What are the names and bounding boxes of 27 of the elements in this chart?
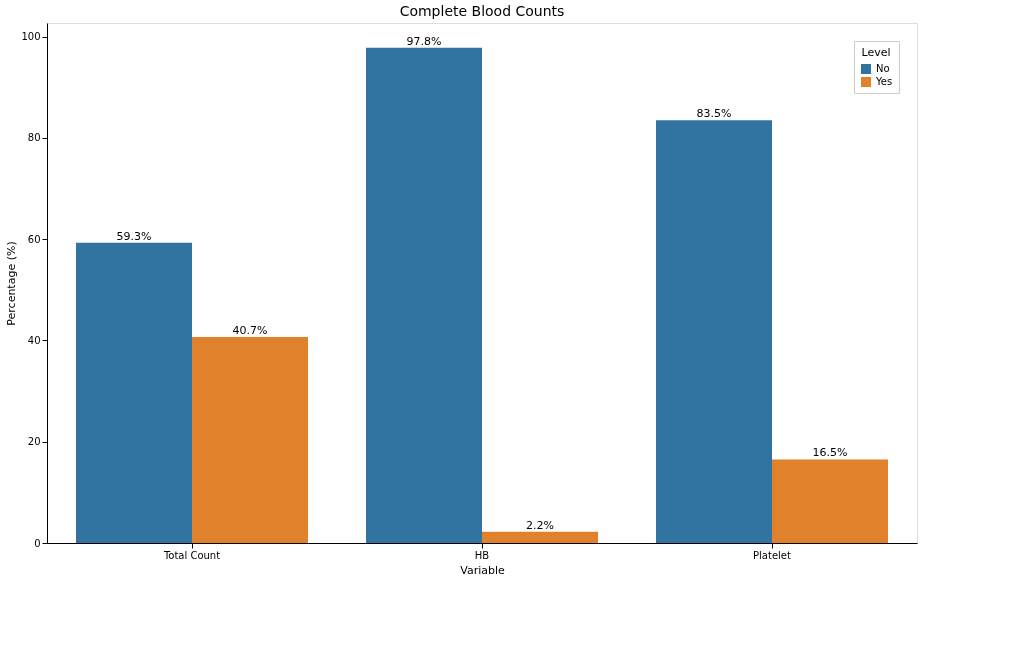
y-tick-label: 60 [27, 233, 41, 245]
legend-label: Yes [875, 76, 893, 87]
data-label: 2.2% [526, 518, 554, 532]
bar [482, 531, 598, 543]
y-axis-title: Percentage (%) [5, 241, 19, 326]
chart-title: Complete Blood Counts [399, 3, 565, 19]
x-tick-label: Platelet [753, 549, 791, 561]
bar [366, 47, 482, 543]
legend-label: No [876, 63, 890, 74]
y-tick-label: 80 [27, 132, 41, 144]
y-tick-label: 0 [34, 537, 41, 549]
y-tick-label: 20 [27, 436, 41, 448]
y-tick-label: 100 [21, 31, 41, 43]
bar [656, 120, 772, 543]
data-label: 59.3% [116, 229, 152, 243]
bar [76, 242, 192, 543]
bar [772, 459, 888, 543]
y-tick-label: 40 [27, 334, 41, 346]
data-label: 83.5% [696, 107, 732, 121]
x-axis-title: Variable [460, 563, 505, 577]
data-label: 16.5% [812, 446, 848, 460]
legend-title: Level [861, 46, 891, 59]
x-tick-label: Total Count [162, 549, 221, 561]
data-label: 40.7% [232, 323, 268, 337]
bar [192, 336, 308, 543]
x-tick-label: HB [474, 549, 490, 561]
data-label: 97.8% [406, 34, 442, 48]
